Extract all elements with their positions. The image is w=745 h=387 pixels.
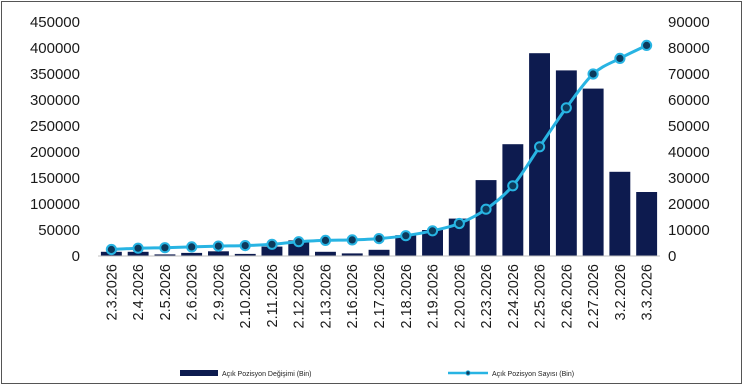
bar-9 [341, 253, 363, 256]
x-tick-7: 2.12.2026 [292, 264, 308, 329]
x-tick-13: 2.20.2026 [452, 264, 468, 329]
x-tick-3: 2.6.2026 [185, 264, 201, 320]
bar-20 [636, 192, 658, 256]
x-tick-4: 2.9.2026 [211, 264, 227, 320]
line-point-8 [319, 234, 332, 246]
bar-12 [422, 230, 443, 256]
line-point-5 [239, 240, 251, 252]
bar-10 [368, 249, 390, 256]
legend-marker-line [465, 370, 471, 376]
x-tick-10: 2.17.2026 [372, 264, 388, 329]
bar-7 [288, 240, 310, 256]
right-y-tick-1: 10000 [668, 222, 710, 239]
left-y-tick-5: 250000 [30, 118, 80, 135]
x-tick-9: 2.16.2026 [345, 264, 361, 329]
bar-5 [234, 253, 256, 256]
x-tick-5: 2.10.2026 [238, 264, 254, 329]
bar-18 [582, 88, 604, 256]
left-y-tick-0: 0 [72, 248, 80, 265]
left-y-axis: 0 50000 100000 150000 200000 250000 300000 3500… [30, 14, 80, 265]
legend-label-line: Açık Pozisyon Sayısı (Bin) [492, 371, 574, 378]
legend-label-bar: Açık Pozisyon Değişimi (Bin) [222, 371, 311, 378]
line-point-12 [426, 225, 439, 237]
right-y-tick-4: 40000 [668, 144, 710, 161]
legend: Açık Pozisyon Değişimi (Bin) Açık Pozisy… [180, 370, 574, 378]
bar-3 [181, 252, 203, 256]
left-y-tick-9: 450000 [30, 14, 80, 31]
line-point-3 [186, 241, 198, 253]
left-y-tick-7: 350000 [30, 66, 80, 83]
left-y-tick-8: 400000 [30, 40, 80, 57]
line-point-1 [132, 242, 144, 254]
line-point-7 [293, 236, 305, 248]
bar-6 [261, 246, 283, 256]
right-y-axis: 0 10000 20000 30000 40000 50000 60000 70000 8000… [668, 14, 710, 265]
bar-series [100, 53, 658, 257]
x-axis-labels: 2.3.2026 2.4.2026 2.5.2026 2.6.2026 2.9.2026… [104, 264, 655, 329]
line-series [105, 39, 653, 256]
bar-1 [127, 251, 149, 256]
bar-16 [529, 53, 550, 257]
bar-11 [395, 235, 417, 256]
bar-19 [609, 171, 631, 256]
x-tick-14: 2.23.2026 [479, 264, 495, 329]
x-tick-6: 2.11.2026 [265, 264, 281, 327]
line-point-0 [105, 243, 118, 256]
x-tick-19: 3.2.2026 [613, 264, 629, 320]
line-point-11 [400, 230, 412, 242]
x-tick-8: 2.13.2026 [319, 264, 335, 329]
left-y-tick-3: 150000 [30, 170, 80, 187]
legend-swatch-bar [180, 370, 218, 376]
line-point-4 [212, 240, 224, 252]
line-point-2 [159, 242, 171, 254]
right-y-tick-3: 30000 [668, 170, 710, 187]
bar-14 [475, 180, 497, 256]
x-tick-1: 2.4.2026 [131, 264, 147, 320]
x-tick-16: 2.25.2026 [533, 264, 549, 329]
x-tick-0: 2.3.2026 [104, 264, 120, 320]
right-y-tick-2: 20000 [668, 196, 710, 213]
bar-2 [154, 254, 176, 256]
left-y-tick-2: 100000 [30, 196, 80, 213]
right-y-tick-7: 70000 [668, 66, 710, 83]
left-y-tick-6: 300000 [30, 92, 80, 109]
left-y-tick-4: 200000 [30, 144, 80, 161]
right-y-tick-9: 90000 [668, 14, 710, 31]
line-point-13 [453, 217, 465, 230]
x-tick-15: 2.24.2026 [506, 264, 522, 329]
x-tick-20: 3.3.2026 [640, 264, 656, 320]
line-point-19 [614, 52, 626, 65]
right-y-tick-8: 80000 [668, 40, 710, 57]
bar-13 [448, 218, 470, 256]
line-point-9 [346, 234, 358, 246]
line-point-14 [480, 203, 492, 215]
line-point-17 [560, 102, 572, 114]
x-tick-2: 2.5.2026 [158, 264, 174, 320]
x-tick-12: 2.19.2026 [426, 264, 442, 329]
left-y-tick-1: 50000 [38, 222, 80, 239]
line-point-6 [266, 238, 278, 250]
x-tick-18: 2.27.2026 [586, 264, 602, 329]
bar-15 [502, 144, 524, 256]
line-point-16 [534, 141, 546, 153]
right-y-tick-6: 60000 [668, 92, 710, 109]
right-y-tick-0: 0 [668, 248, 676, 265]
line-point-10 [373, 233, 385, 245]
bar-8 [315, 251, 336, 256]
x-tick-17: 2.26.2026 [559, 264, 575, 329]
bar-4 [208, 251, 229, 256]
line-point-20 [641, 39, 653, 52]
x-tick-11: 2.18.2026 [399, 264, 415, 329]
line-point-15 [507, 180, 519, 192]
right-y-tick-5: 50000 [668, 118, 710, 135]
line-point-18 [587, 68, 599, 80]
